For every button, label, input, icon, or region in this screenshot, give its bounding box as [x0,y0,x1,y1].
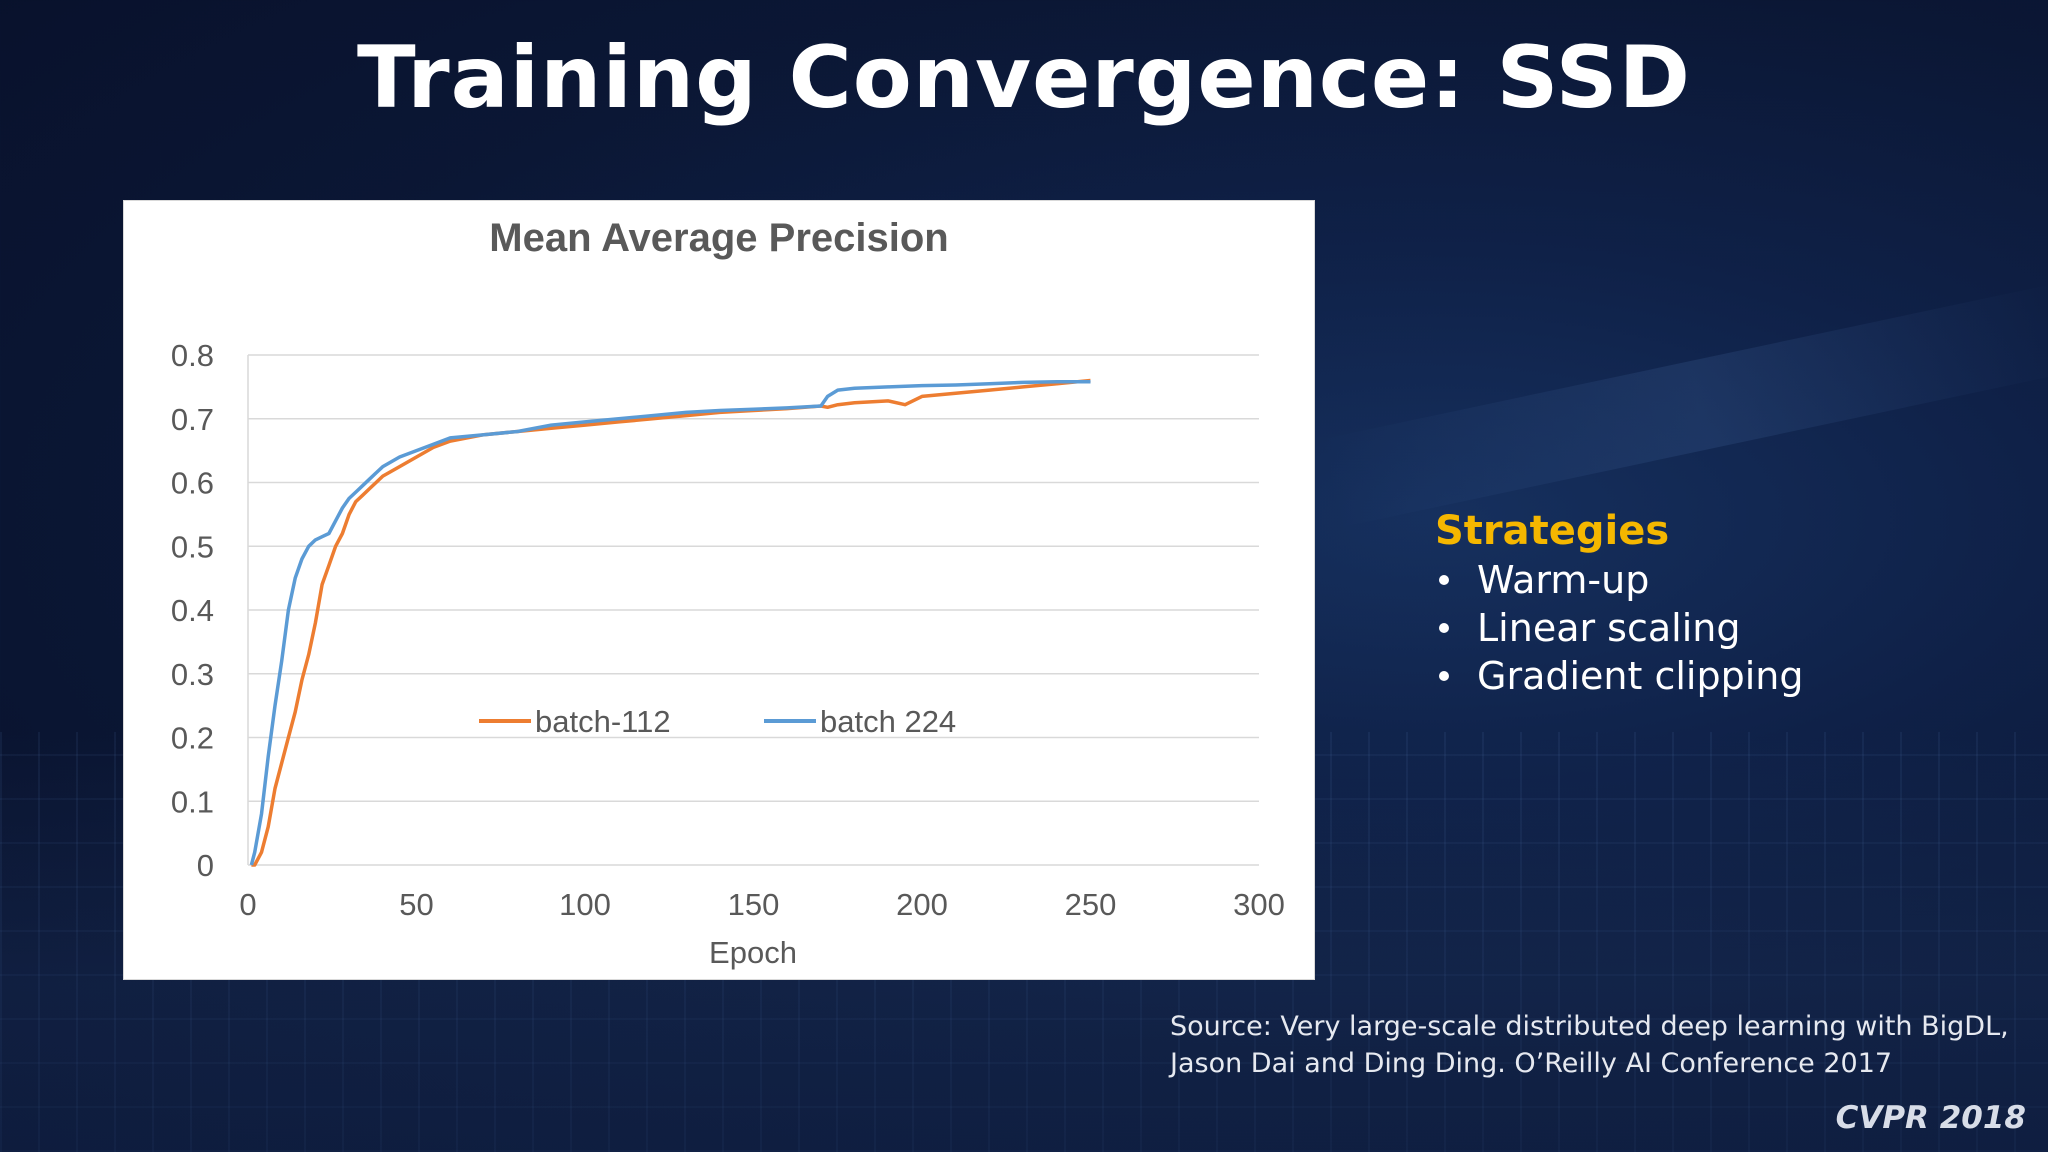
slide-title: Training Convergence: SSD [357,28,1691,128]
bullet-icon [1439,671,1449,681]
x-axis-ticks: 0 50 100 150 200 250 300 [239,887,1284,922]
grid-lines [247,354,1259,866]
y-tick-label: 0.1 [171,784,214,819]
chart-panel: Mean Average Precision 0 0.1 0.2 0.3 0.4 0.5 0… [123,200,1315,980]
y-tick-label: 0.6 [171,466,214,501]
strategies-heading: Strategies [1435,508,1670,554]
legend-label-batch-112: batch-112 [535,704,671,739]
strategy-label: Warm-up [1477,558,1650,602]
strategy-label: Linear scaling [1477,606,1741,650]
conference-tag: CVPR 2018 [1835,1100,2026,1136]
x-axis-label: Epoch [709,935,797,970]
legend-label-batch-224: batch 224 [820,704,956,739]
data-series [249,378,1091,867]
y-tick-label: 0.5 [171,529,214,564]
strategy-item-linear-scaling: Linear scaling [1435,604,1995,652]
x-tick-label: 300 [1233,887,1285,922]
y-axis-ticks: 0 0.1 0.2 0.3 0.4 0.5 0.6 0.7 0.8 [171,338,214,883]
series-line-batch-112 [251,378,1091,867]
map-chart: Mean Average Precision 00.10.20.30.40.50… [171,216,1285,970]
source-line-2: Jason Dai and Ding Ding. O’Reilly AI Con… [1170,1048,1893,1079]
strategies-panel: Strategies Warm-up Linear scaling Gradie… [1435,508,1995,700]
x-tick-label: 150 [728,887,780,922]
y-tick-label: 0 [197,848,214,883]
bullet-icon [1439,575,1449,585]
strategy-item-warm-up: Warm-up [1435,556,1995,604]
y-tick-label: 0.7 [171,402,214,437]
source-citation: Source: Very large-scale distributed dee… [1170,1008,2030,1082]
x-tick-label: 200 [896,887,948,922]
x-tick-label: 100 [559,887,611,922]
y-tick-label: 0.4 [171,593,214,628]
source-line-1: Source: Very large-scale distributed dee… [1170,1011,2009,1042]
x-tick-label: 0 [239,887,256,922]
legend: batch-112 batch 224 [479,704,956,739]
bullet-icon [1439,623,1449,633]
chart-title: Mean Average Precision [489,216,948,260]
strategy-item-gradient-clipping: Gradient clipping [1435,652,1995,700]
x-tick-label: 50 [399,887,433,922]
y-tick-label: 0.2 [171,721,214,756]
strategy-label: Gradient clipping [1477,654,1804,698]
y-tick-label: 0.3 [171,657,214,692]
y-tick-label: 0.8 [171,338,214,373]
series-line-batch-224 [249,380,1091,866]
x-tick-label: 250 [1065,887,1117,922]
background-light-streak [1318,281,2048,529]
